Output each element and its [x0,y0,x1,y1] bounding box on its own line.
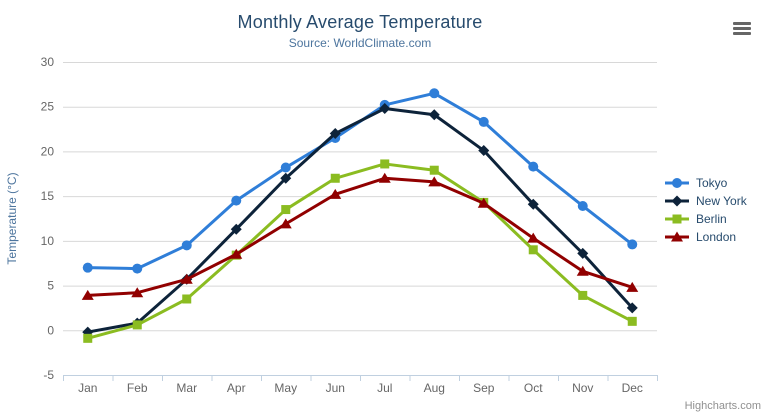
data-point-london[interactable] [626,281,639,292]
x-axis-label: Dec [622,381,643,395]
data-point-tokyo[interactable] [577,200,588,211]
data-point-tokyo[interactable] [132,263,143,274]
data-point-london[interactable] [131,287,144,298]
data-point-tokyo[interactable] [429,88,440,99]
hamburger-icon [733,26,751,30]
legend-marker-diamond-icon [665,195,689,207]
legend-marker-triangle-icon [665,231,689,242]
data-point-tokyo[interactable] [82,262,93,273]
legend-marker-circle-icon [665,178,689,188]
hamburger-icon [733,21,751,25]
x-axis-label: Apr [227,381,246,395]
data-point-new-york[interactable] [428,109,440,121]
series-tokyo [82,88,638,274]
credits-link[interactable]: Highcharts.com [684,400,761,412]
data-point-london[interactable] [378,172,391,183]
x-axis-label: Oct [524,381,543,395]
data-point-london[interactable] [230,248,243,259]
data-point-london[interactable] [527,232,540,243]
data-point-new-york[interactable] [230,223,242,235]
legend-item-berlin[interactable]: Berlin [663,210,747,228]
y-axis-label: 30 [41,55,55,69]
data-point-new-york[interactable] [379,103,391,115]
y-axis-label: 10 [41,234,55,248]
hamburger-icon [733,31,751,35]
legend-marker-new-york [671,195,683,207]
legend-item-tokyo[interactable]: Tokyo [663,174,747,192]
data-point-new-york[interactable] [280,172,292,184]
series-line-london [86,176,634,297]
legend: Tokyo New York Berlin London [663,174,747,246]
data-point-berlin[interactable] [429,165,439,175]
x-axis-label: Nov [572,381,593,395]
legend-item-new-york[interactable]: New York [663,192,747,210]
y-axis-label: 0 [47,323,54,337]
data-point-berlin[interactable] [380,159,390,169]
data-point-berlin[interactable] [83,333,93,343]
legend-marker-tokyo [672,178,682,188]
x-axis-label: Aug [424,381,445,395]
context-menu-button[interactable] [731,18,755,38]
y-axis-label: 20 [41,144,55,158]
x-axis-label: Jul [377,381,392,395]
data-point-new-york[interactable] [478,145,490,157]
data-point-berlin[interactable] [627,316,637,326]
x-axis-label: Jun [326,381,345,395]
series-line-new-york [86,107,634,334]
x-axis-label: Sep [473,381,495,395]
data-point-berlin[interactable] [578,290,588,300]
legend-label: London [696,230,737,244]
data-point-berlin[interactable] [330,173,340,183]
x-axis-label: Feb [127,381,148,395]
chart-subtitle: Source: WorldClimate.com [288,36,432,50]
legend-item-london[interactable]: London [663,228,747,246]
series-london [81,172,639,300]
series-line-berlin [86,162,634,340]
series-new-york [82,103,638,338]
legend-marker-berlin [672,214,682,224]
chart-title: Monthly Average Temperature [237,12,483,32]
data-point-berlin[interactable] [528,245,538,255]
data-point-london[interactable] [329,188,342,199]
data-point-tokyo[interactable] [627,239,638,250]
data-point-london[interactable] [81,289,94,300]
y-axis-label: 5 [47,279,54,293]
data-point-tokyo[interactable] [280,162,291,173]
data-point-tokyo[interactable] [478,116,489,127]
legend-label: New York [696,194,747,208]
data-point-new-york[interactable] [527,198,539,210]
x-axis-label: Jan [78,381,97,395]
data-point-new-york[interactable] [577,247,589,259]
data-point-berlin[interactable] [182,294,192,304]
legend-marker-london [671,231,683,242]
x-axis-label: Mar [176,381,197,395]
y-axis-label: 15 [41,189,55,203]
y-axis-label: 25 [41,100,55,114]
data-point-london[interactable] [576,265,589,276]
data-point-london[interactable] [477,197,490,208]
y-axis-label: -5 [43,368,54,382]
data-point-berlin[interactable] [281,205,291,215]
data-point-new-york[interactable] [626,302,638,314]
legend-marker-square-icon [665,214,689,224]
data-point-london[interactable] [428,176,441,187]
data-point-london[interactable] [279,218,292,229]
data-point-tokyo[interactable] [528,161,539,172]
legend-label: Berlin [696,212,727,226]
data-point-london[interactable] [180,273,193,284]
x-axis-label: May [274,381,297,395]
legend-label: Tokyo [696,176,728,190]
data-point-tokyo[interactable] [181,240,192,251]
data-point-tokyo[interactable] [231,195,242,206]
data-point-berlin[interactable] [132,320,142,330]
data-point-new-york[interactable] [329,128,341,140]
y-axis-title: Temperature (°C) [5,172,19,264]
